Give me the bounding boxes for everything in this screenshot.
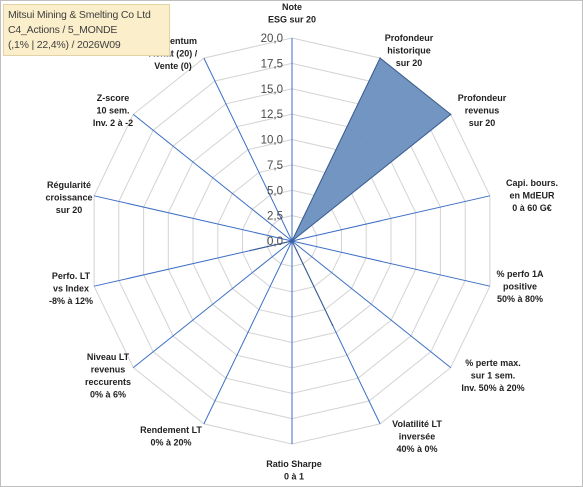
axis-label-12: Z-score 10 sem. Inv. 2 à -2 [93,93,133,128]
spoke-12 [132,114,293,242]
axis-label-line: 40% à 0% [396,444,437,454]
spoke-11 [93,195,293,242]
axis-label-line: Note [282,2,302,12]
axis-label-line: Vente (0) [154,61,192,71]
axis-label-line: reccurents [85,377,131,387]
spoke-5 [291,240,452,368]
axis-label-3: Capi. bours. en MdEUR 0 à 60 G€ [506,178,558,213]
axis-label-line: Rendement LT [140,425,202,435]
axis-label-line: inversée [399,432,436,442]
axis-label-line: Volatilité LT [392,419,442,429]
axis-label-line: 10 sem. [96,106,129,116]
axis-label-line: 0% à 20% [150,438,191,448]
tick-label-3: 7,5 [267,160,283,172]
tick-label-5: 12,5 [261,109,283,121]
series-point-2 [449,113,452,116]
series-point-13 [291,240,293,242]
tick-label-1: 2,5 [267,211,283,223]
axis-label-line: sur 1 sem. [471,371,516,381]
axis-label-line: Perfo. LT [52,271,91,281]
axis-label-line: vs Index [53,284,89,294]
tick-label-0: 0,0 [267,236,283,248]
axis-label-8: Rendement LT 0% à 20% [140,425,202,448]
axis-label-line: Profondeur [385,33,434,43]
axis-label-line: Momentum [149,36,197,46]
series-area [250,57,452,326]
axis-label-line: Capi. bours. [506,178,558,188]
axis-label-1: Profondeur historique sur 20 [385,33,434,68]
chart-title-box: Mitsui Mining & Smelting Co Ltd C4_Actio… [3,4,170,56]
axis-label-line: % perfo 1A [496,269,544,279]
axis-label-line: 50% à 80% [497,294,543,304]
axis-label-line: Régularité [47,180,91,190]
radar-axis-labels: Note ESG sur 20 Profondeur historique sur 20… [45,2,558,482]
axis-label-line: sur 20 [56,205,83,215]
tick-label-2: 5,0 [267,185,283,197]
axis-label-line: ESG sur 20 [268,15,316,25]
series-point-6 [331,324,334,326]
spoke-8 [203,240,293,425]
axis-label-line: 0 à 1 [284,472,304,482]
axis-label-line: historique [387,46,431,56]
tick-label-8: 20,0 [261,33,283,45]
axis-label-line: revenus [465,106,500,116]
radar-tick-labels: 0,0 2,5 5,0 7,5 10,0 12,5 15,0 17,5 20,0 [261,33,283,248]
axis-label-line: Inv. 2 à -2 [93,118,133,128]
chart-title-line-3: (,1% | 22,4%) / 2026W09 [8,39,121,51]
axis-label-2: Profondeur revenus sur 20 [458,93,507,128]
tick-label-6: 15,0 [261,84,283,96]
axis-label-line: % perte max. [465,358,521,368]
axis-label-line: Profondeur [458,93,507,103]
spoke-4 [291,240,491,287]
chart-title-line-2: C4_Actions / 5_MONDE [8,24,118,36]
axis-label-line: revenus [91,365,126,375]
axis-label-7: Ratio Sharpe 0 à 1 [266,459,322,482]
axis-label-4: % perfo 1A positive 50% à 80% [496,269,544,304]
axis-label-line: positive [503,282,537,292]
axis-label-line: Achat (20) / [149,49,198,59]
axis-label-line: Z-score [97,93,130,103]
axis-label-13: Momentum Achat (20) / Vente (0) [149,36,198,71]
axis-label-line: Ratio Sharpe [266,459,322,469]
axis-label-line: 0% à 6% [90,390,126,400]
axis-label-line: sur 20 [469,118,496,128]
series-point-1 [379,57,381,59]
series-point-10 [249,249,252,252]
spoke-9 [132,240,293,368]
axis-label-line: 0 à 60 G€ [512,203,552,213]
axis-label-10: Perfo. LT vs Index -8% à 12% [49,271,93,306]
tick-label-7: 17,5 [261,58,283,70]
axis-label-0: Note ESG sur 20 [268,2,316,25]
spoke-13 [203,57,293,242]
axis-label-line: en MdEUR [510,191,556,201]
axis-label-line: -8% à 12% [49,296,93,306]
radar-series [249,57,452,326]
axis-label-5: % perte max. sur 1 sem. Inv. 50% à 20% [461,358,524,393]
axis-label-line: sur 20 [396,58,423,68]
chart-title-line-1: Mitsui Mining & Smelting Co Ltd [8,9,151,21]
axis-label-11: Régularité croissance sur 20 [45,180,92,215]
axis-label-9: Niveau LT revenus reccurents 0% à 6% [85,352,131,400]
axis-label-line: Inv. 50% à 20% [461,383,524,393]
tick-label-4: 10,0 [261,135,283,147]
axis-label-6: Volatilité LT inversée 40% à 0% [392,419,442,454]
axis-label-line: croissance [45,193,92,203]
axis-label-line: Niveau LT [87,352,130,362]
spoke-3 [291,195,491,242]
